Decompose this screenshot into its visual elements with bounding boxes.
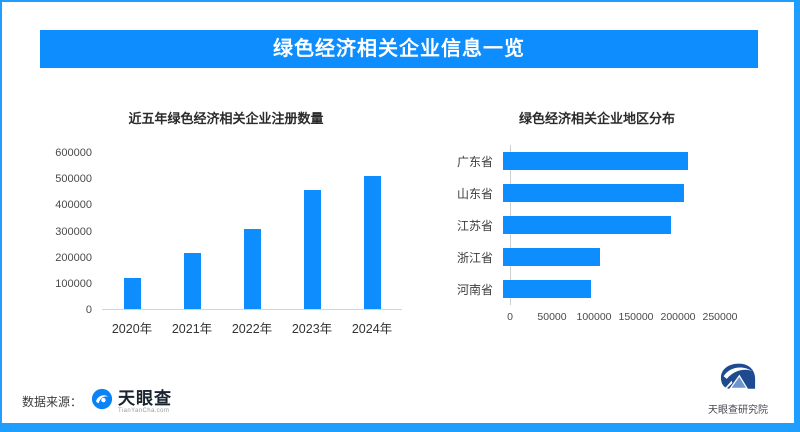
bar-河南省 bbox=[503, 280, 592, 298]
bar-row: 江苏省 bbox=[444, 209, 750, 241]
bar-2024年 bbox=[363, 175, 381, 309]
x-tick-label: 2023年 bbox=[291, 322, 333, 336]
left-chart-title: 近五年绿色经济相关企业注册数量 bbox=[128, 111, 324, 126]
category-label: 广东省 bbox=[456, 154, 493, 169]
bar-track bbox=[502, 248, 750, 266]
bar-浙江省 bbox=[503, 248, 601, 266]
bar-row: 浙江省 bbox=[444, 241, 750, 273]
data-source-label: 数据来源： bbox=[22, 395, 83, 409]
y-tick-label: 200000 bbox=[55, 251, 92, 264]
bar-column bbox=[222, 153, 282, 309]
left-chart-plot-area: 0 100000 200000 300000 400000 500000 600000 bbox=[50, 147, 402, 316]
x-tick-label: 100000 bbox=[576, 311, 612, 323]
right-chart-title: 绿色经济相关企业地区分布 bbox=[518, 111, 675, 126]
x-tick-label: 150000 bbox=[618, 311, 654, 323]
left-chart-x-axis: 2020年 2021年 2022年 2023年 2024年 bbox=[102, 318, 402, 337]
y-tick-label: 400000 bbox=[55, 199, 92, 212]
right-chart-x-axis: 0 50000 100000 150000 200000 250000 bbox=[507, 311, 750, 327]
x-tick-label: 2022年 bbox=[231, 322, 273, 336]
bar-row: 河南省 bbox=[444, 273, 750, 305]
bar-2022年 bbox=[243, 229, 261, 309]
bar-广东省 bbox=[503, 152, 688, 170]
bar-row: 广东省 bbox=[444, 145, 750, 177]
category-label: 河南省 bbox=[456, 282, 493, 297]
institute-badge: 天眼查研究院 bbox=[702, 362, 774, 416]
tianyancha-institute-logo-icon bbox=[720, 363, 756, 398]
bar-track bbox=[502, 152, 750, 170]
tianyancha-logo-icon bbox=[91, 388, 113, 415]
x-tick-label: 200000 bbox=[660, 311, 696, 323]
bar-row: 山东省 bbox=[444, 177, 750, 209]
bar-track bbox=[502, 184, 750, 202]
page-title: 绿色经济相关企业信息一览 bbox=[40, 30, 758, 68]
x-tick-label: 2020年 bbox=[111, 322, 153, 336]
category-label: 浙江省 bbox=[456, 250, 493, 265]
right-chart-bars: 广东省山东省江苏省浙江省河南省 bbox=[444, 145, 750, 305]
bar-track bbox=[502, 216, 750, 234]
bar-江苏省 bbox=[503, 216, 671, 234]
institute-name: 天眼查研究院 bbox=[708, 405, 768, 416]
x-tick-label: 0 bbox=[507, 311, 513, 323]
bar-2023年 bbox=[303, 189, 321, 309]
data-source: 数据来源： 天眼查 TianYanCha.com bbox=[22, 388, 172, 415]
y-tick-label: 500000 bbox=[55, 173, 92, 186]
category-label: 山东省 bbox=[456, 186, 493, 201]
y-tick-label: 100000 bbox=[55, 277, 92, 290]
category-label: 江苏省 bbox=[456, 218, 493, 233]
x-tick-label: 2024年 bbox=[351, 322, 393, 336]
y-tick-label: 300000 bbox=[55, 225, 92, 238]
bar-2020年 bbox=[123, 277, 141, 309]
left-chart-bars bbox=[102, 153, 402, 310]
registrations-bar-chart: 近五年绿色经济相关企业注册数量 0 100000 200000 300000 40000… bbox=[50, 108, 402, 337]
x-tick-label: 250000 bbox=[702, 311, 738, 323]
x-tick-label: 50000 bbox=[537, 311, 567, 323]
bar-track bbox=[502, 280, 750, 298]
bar-column bbox=[162, 153, 222, 309]
bar-column bbox=[282, 153, 342, 309]
bar-column bbox=[102, 153, 162, 309]
tianyancha-wordmark: 天眼查 TianYanCha.com bbox=[118, 390, 172, 414]
bar-山东省 bbox=[503, 184, 684, 202]
bar-column bbox=[342, 153, 402, 309]
left-chart-y-axis: 0 100000 200000 300000 400000 500000 600000 bbox=[50, 147, 102, 316]
bar-2021年 bbox=[183, 252, 201, 309]
y-tick-label: 600000 bbox=[55, 147, 92, 159]
region-bar-chart: 绿色经济相关企业地区分布 广东省山东省江苏省浙江省河南省 0 50000 10000… bbox=[444, 108, 750, 327]
tianyancha-domain-text: TianYanCha.com bbox=[118, 407, 170, 414]
y-tick-label: 0 bbox=[85, 304, 92, 316]
x-tick-label: 2021年 bbox=[171, 322, 213, 336]
tianyancha-brand-text: 天眼查 bbox=[118, 388, 173, 408]
